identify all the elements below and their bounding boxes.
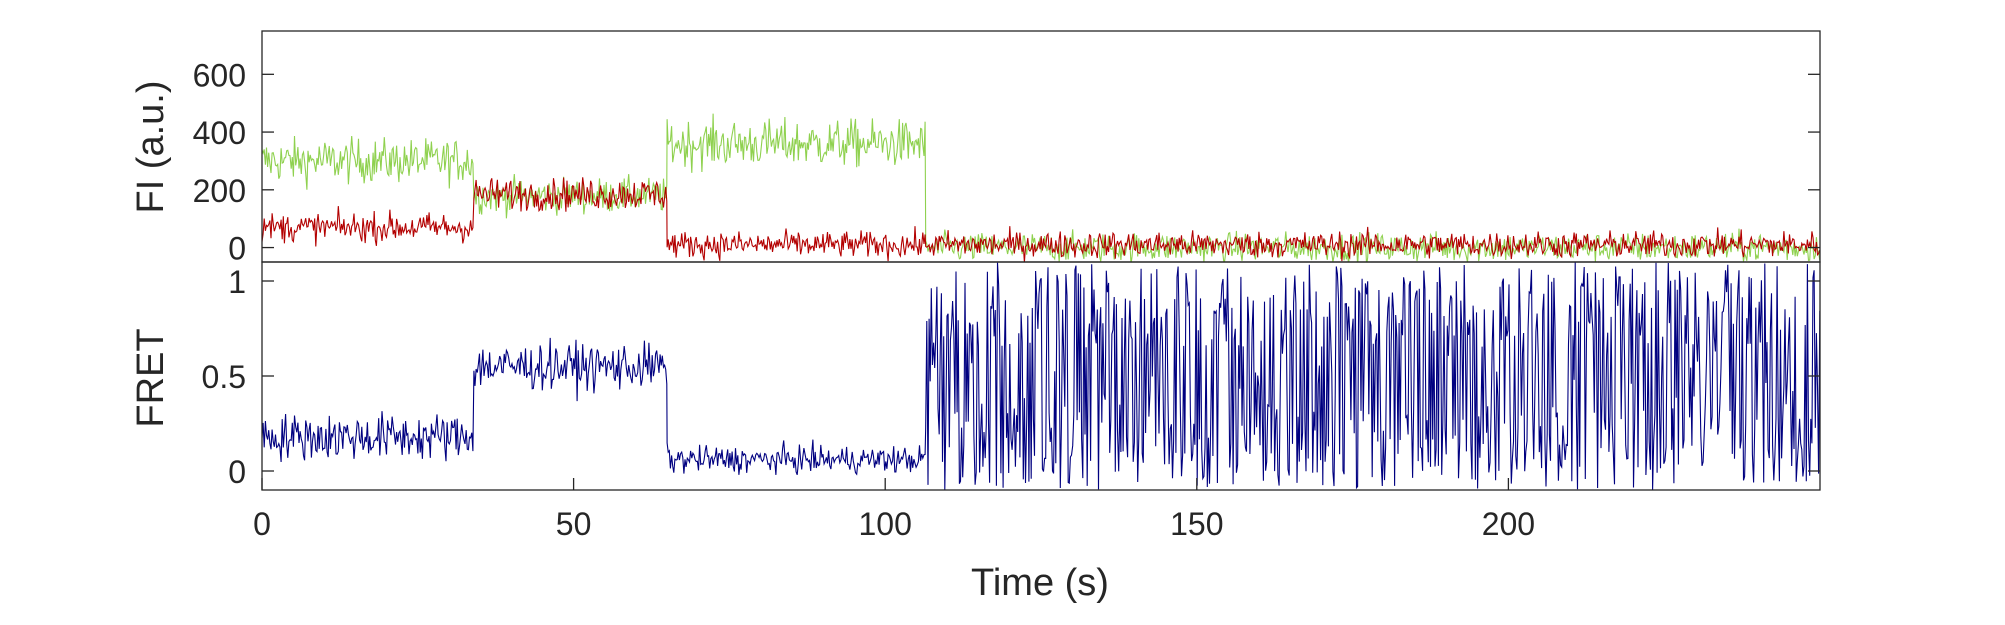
fret-xtick-label: 150 (1170, 506, 1223, 542)
fret-y-axis-label: FRET (130, 328, 172, 427)
fluorescence-series-2-line (262, 177, 1820, 262)
fluorescence-y-axis-label: FI (a.u.) (130, 80, 172, 213)
fluorescence-series-1-line (262, 113, 1820, 262)
fret-xtick-label: 100 (859, 506, 912, 542)
fret-panel: 0 0.5 1 0 50 100 150 200 (202, 261, 1821, 542)
fluorescence-ytick-label: 0 (228, 231, 246, 267)
fret-series-1-line (262, 262, 1820, 490)
fret-xtick-label: 200 (1482, 506, 1535, 542)
fret-xtick-label: 0 (253, 506, 271, 542)
fluorescence-panel: 0 200 400 600 (193, 30, 1821, 267)
fret-ytick-label: 0 (228, 454, 246, 490)
fret-xtick-label: 50 (556, 506, 592, 542)
time-x-axis-label: Time (s) (971, 562, 1109, 604)
fluorescence-ytick-label: 200 (193, 173, 246, 209)
fluorescence-axes-frame (261, 30, 1821, 263)
fret-ytick-label: 1 (228, 264, 246, 300)
fluorescence-ytick-label: 600 (193, 57, 246, 93)
fret-ytick-label: 0.5 (202, 359, 246, 395)
fluorescence-ytick-label: 400 (193, 115, 246, 151)
